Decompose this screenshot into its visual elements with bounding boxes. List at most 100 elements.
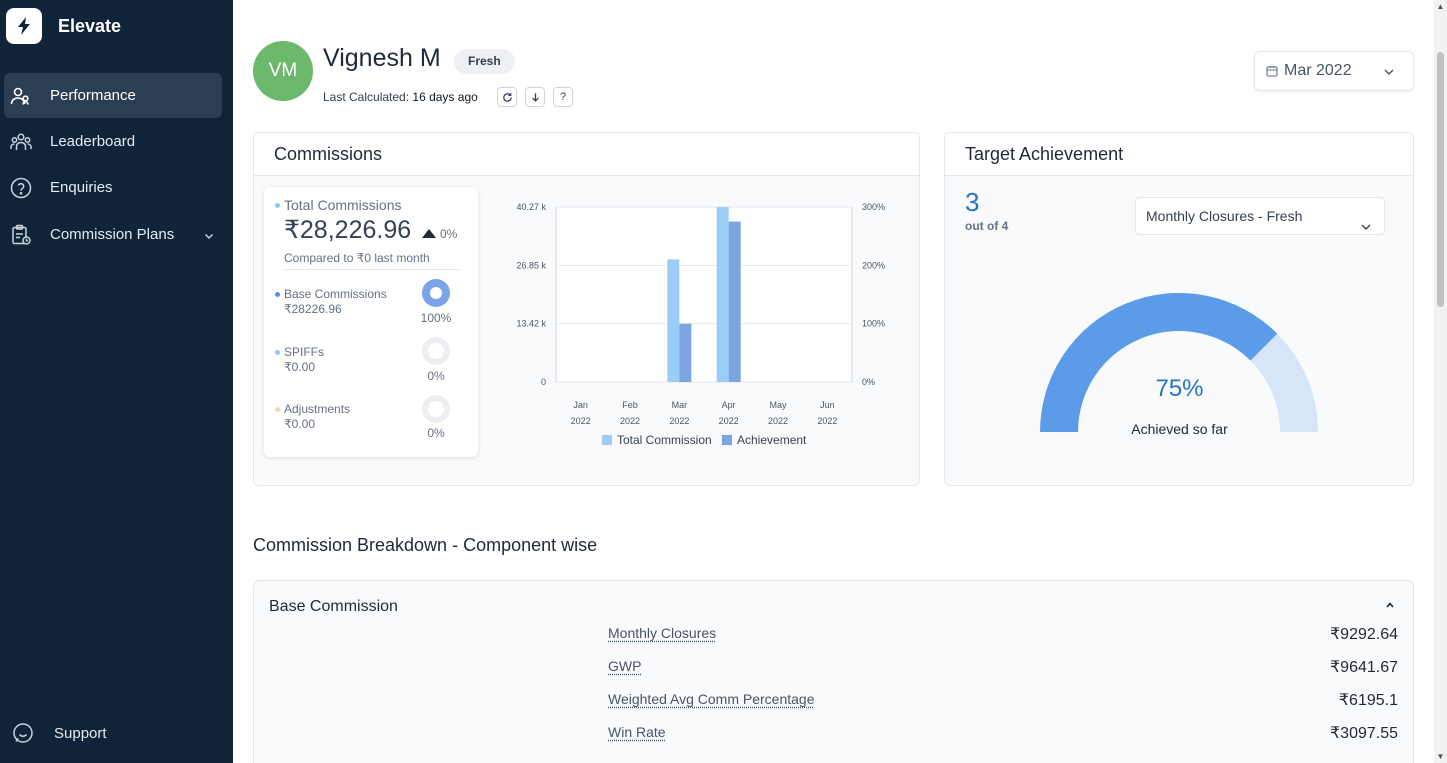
breakdown-row-label[interactable]: GWP [608,658,642,674]
x-tick-label: 2022 [571,416,591,426]
calendar-icon [1266,66,1278,77]
target-title: Target Achievement [945,133,1413,176]
support-link[interactable]: Support [12,722,107,744]
breakdown-row-label[interactable]: Weighted Avg Comm Percentage [608,691,815,707]
component-amount: ₹0.00 [284,360,315,374]
target-achievement-card: Target Achievement 3 out of 4 Monthly Cl… [944,132,1414,486]
refresh-button[interactable] [497,87,517,107]
plot-area [556,207,852,382]
x-tick-label: 2022 [768,416,788,426]
metric-value: Monthly Closures - Fresh [1146,208,1303,224]
target-out-of: out of 4 [965,219,1009,233]
sidebar-item-enquiries[interactable]: Enquiries [4,165,222,210]
y-left-tick-label: 26.85 k [516,260,546,270]
x-tick-label: Jan [573,400,588,410]
target-count: 3 [965,187,980,217]
chevron-down-icon [1383,65,1395,83]
component-progress-ring [422,395,450,423]
chevron-up-icon[interactable] [1385,598,1395,612]
commissions-card: Commissions Total Commissions ₹28,226.96… [253,132,920,486]
period-value: Mar 2022 [1284,62,1352,79]
total-commissions-panel: Total Commissions ₹28,226.96 0% Compared… [264,187,478,457]
help-button[interactable]: ? [553,87,573,107]
x-tick-label: Mar [672,400,688,410]
compare-text: Compared to ₹0 last month [284,251,430,265]
period-select[interactable]: Mar 2022 [1254,51,1414,91]
scroll-thumb[interactable] [1437,52,1444,307]
scroll-up-icon[interactable]: ▲ [1436,2,1445,11]
brand[interactable]: Elevate [6,8,121,44]
adjustments-dot [275,407,280,412]
x-tick-label: May [769,400,787,410]
x-tick-label: 2022 [719,416,739,426]
bar-total-commission [716,207,729,382]
commissions-title: Commissions [254,133,919,176]
commission-bar-chart: 0 0% 13.42 k 100% 26.85 k 200% 40.27 k 300% Jan 2… [516,202,885,447]
avatar: VM [253,41,313,101]
gauge-track [1250,333,1318,432]
component-pct: 100% [420,311,452,325]
legend-swatch [602,435,612,445]
change-pct: 0% [440,227,458,241]
breakdown-row-value: ₹6195.1 [1338,692,1398,709]
last-calculated: Last Calculated: 16 days ago [323,90,478,104]
breakdown-group-title[interactable]: Base Commission [269,598,398,615]
component-pct: 0% [427,426,445,440]
breakdown-panel: Base Commission Monthly Closures ₹9292.6… [253,580,1414,763]
sidebar-item-commission-plans[interactable]: Commission Plans [4,212,222,257]
component-label: Base Commissions [284,287,387,301]
y-right-tick-label: 0% [862,377,875,387]
legend-swatch [722,435,732,445]
trend-up-icon [422,229,436,238]
refresh-icon [502,92,512,102]
metric-select[interactable]: Monthly Closures - Fresh [1135,197,1385,235]
total-commissions-value: ₹28,226.96 [284,216,412,244]
last-calculated-label: Last Calculated: [323,90,410,104]
download-button[interactable] [525,87,545,107]
sidebar-item-leaderboard[interactable]: Leaderboard [4,119,222,164]
bar-total-commission [667,259,680,382]
sidebar-item-label: Enquiries [50,179,113,196]
component-label: SPIFFs [284,345,325,359]
download-icon [531,92,539,102]
app-name: Elevate [58,15,122,36]
achieved-label: Achieved so far [1131,421,1228,437]
sidebar-item-label: Commission Plans [50,226,175,243]
bar-achievement [728,221,741,382]
x-tick-label: 2022 [620,416,640,426]
component-label: Adjustments [284,402,351,416]
scroll-down-icon[interactable]: ▼ [1436,752,1445,761]
x-tick-label: 2022 [669,416,689,426]
breakdown-row-label[interactable]: Monthly Closures [608,625,717,641]
legend-label: Total Commission [617,433,712,447]
question-circle-icon [10,177,32,199]
clipboard-icon [10,224,32,246]
sidebar-item-label: Performance [50,87,136,104]
chevron-down-icon [1360,210,1372,246]
y-left-tick-label: 13.42 k [516,319,546,329]
breakdown-row-label[interactable]: Win Rate [608,724,666,740]
base-dot [275,292,280,297]
status-badge: Fresh [454,49,515,74]
chat-bubble-icon [12,722,34,744]
sidebar-item-performance[interactable]: Performance [4,73,222,118]
y-right-tick-label: 100% [862,319,885,329]
divider [284,269,460,270]
help-icon: ? [559,91,567,103]
x-tick-label: Jun [820,400,835,410]
team-icon [10,131,32,153]
x-tick-label: Feb [622,400,638,410]
total-commissions-label: Total Commissions [284,197,402,213]
breakdown-row-value: ₹9641.67 [1329,659,1398,676]
x-tick-label: Apr [722,400,736,410]
page-scrollbar[interactable]: ▲ ▼ [1434,0,1447,763]
y-left-tick-label: 0 [541,377,546,387]
x-tick-label: 2022 [817,416,837,426]
breakdown-row-value: ₹3097.55 [1329,725,1398,742]
achievement-gauge [1040,293,1318,432]
achieved-pct: 75% [1155,375,1204,402]
component-amount: ₹28226.96 [284,302,342,316]
users-icon [10,85,32,107]
sidebar: Elevate Performance Leaderboard Enquirie… [0,0,233,763]
component-amount: ₹0.00 [284,417,315,431]
